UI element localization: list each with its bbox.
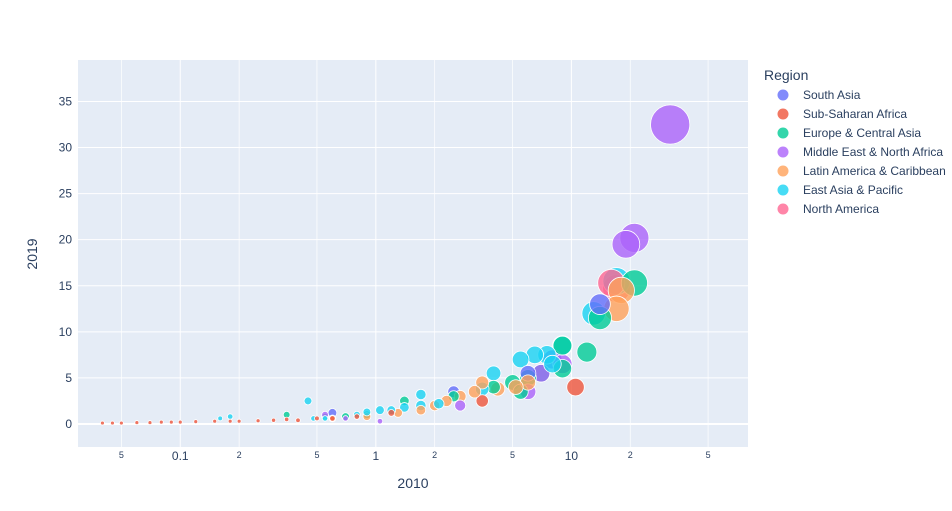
x-minor-tick-label: 5 xyxy=(510,450,515,460)
legend-marker xyxy=(777,146,789,158)
bubble-middle-east-north-africa[interactable] xyxy=(342,415,349,422)
y-tick-label: 5 xyxy=(65,371,72,385)
bubble-east-asia-pacific[interactable] xyxy=(375,405,385,415)
legend-item-middle-east-north-africa[interactable]: Middle East & North Africa xyxy=(777,145,944,159)
bubble-sub-saharan-africa[interactable] xyxy=(134,420,140,425)
y-tick-label: 20 xyxy=(59,233,73,247)
legend-item-south-asia[interactable]: South Asia xyxy=(777,88,861,102)
bubble-middle-east-north-africa[interactable] xyxy=(650,104,691,145)
legend-label: Sub-Saharan Africa xyxy=(803,107,907,121)
bubble-east-asia-pacific[interactable] xyxy=(511,350,530,369)
legend-item-latin-america-caribbean[interactable]: Latin America & Caribbean xyxy=(777,164,946,178)
legend: Region South Asia Sub-Saharan Africa Europ… xyxy=(764,67,946,216)
y-tick-label: 10 xyxy=(59,325,73,339)
x-minor-tick-label: 2 xyxy=(237,450,242,460)
bubble-sub-saharan-africa[interactable] xyxy=(236,418,242,424)
legend-marker xyxy=(777,89,789,101)
bubble-middle-east-north-africa[interactable] xyxy=(611,230,641,259)
bubble-sub-saharan-africa[interactable] xyxy=(255,418,261,424)
legend-label: North America xyxy=(803,202,879,216)
legend-marker xyxy=(777,127,789,139)
x-tick-label: 10 xyxy=(565,449,579,463)
bubble-sub-saharan-africa[interactable] xyxy=(295,417,301,423)
x-minor-tick-label: 5 xyxy=(314,450,319,460)
bubble-sub-saharan-africa[interactable] xyxy=(177,419,183,425)
bubble-latin-america-caribbean[interactable] xyxy=(508,379,524,395)
bubble-sub-saharan-africa[interactable] xyxy=(158,419,164,425)
bubble-sub-saharan-africa[interactable] xyxy=(193,419,199,425)
legend-marker xyxy=(777,184,789,196)
bubble-europe-central-asia[interactable] xyxy=(576,341,598,363)
legend-item-europe-central-asia[interactable]: Europe & Central Asia xyxy=(777,126,922,140)
bubble-sub-saharan-africa[interactable] xyxy=(110,420,115,426)
legend-label: Latin America & Caribbean xyxy=(803,164,946,178)
legend-marker xyxy=(777,203,789,215)
bubble-middle-east-north-africa[interactable] xyxy=(454,399,467,412)
bubble-latin-america-caribbean[interactable] xyxy=(468,385,482,399)
legend-label: East Asia & Pacific xyxy=(803,183,903,197)
bubble-east-asia-pacific[interactable] xyxy=(415,388,427,401)
bubble-sub-saharan-africa[interactable] xyxy=(118,420,124,426)
bubble-europe-central-asia[interactable] xyxy=(552,335,573,356)
legend-label: South Asia xyxy=(803,88,861,102)
bubble-east-asia-pacific[interactable] xyxy=(485,365,502,382)
y-tick-label: 0 xyxy=(65,417,72,431)
bubble-layer xyxy=(100,104,691,426)
legend-marker xyxy=(777,108,789,120)
bubble-east-asia-pacific[interactable] xyxy=(321,415,329,422)
x-minor-tick-label: 2 xyxy=(628,450,633,460)
legend-title: Region xyxy=(764,67,808,83)
bubble-sub-saharan-africa[interactable] xyxy=(168,419,174,425)
bubble-sub-saharan-africa[interactable] xyxy=(100,420,105,426)
x-axis-title: 2010 xyxy=(397,475,428,491)
bubble-east-asia-pacific[interactable] xyxy=(217,415,223,422)
x-minor-tick-label: 5 xyxy=(706,450,711,460)
bubble-east-asia-pacific[interactable] xyxy=(227,413,234,420)
bubble-sub-saharan-africa[interactable] xyxy=(329,415,336,422)
legend-item-sub-saharan-africa[interactable]: Sub-Saharan Africa xyxy=(777,107,908,121)
y-axis-title: 2019 xyxy=(24,238,40,269)
plot-background xyxy=(78,60,748,447)
x-tick-label: 0.1 xyxy=(172,449,189,463)
x-minor-tick-label: 5 xyxy=(119,450,124,460)
bubble-sub-saharan-africa[interactable] xyxy=(353,413,361,420)
legend-marker xyxy=(777,165,789,177)
x-tick-label: 1 xyxy=(372,449,379,463)
bubble-east-asia-pacific[interactable] xyxy=(303,396,313,406)
bubble-latin-america-caribbean[interactable] xyxy=(415,404,427,416)
bubble-sub-saharan-africa[interactable] xyxy=(314,415,320,422)
legend-label: Middle East & North Africa xyxy=(803,145,943,159)
bubble-sub-saharan-africa[interactable] xyxy=(387,409,396,417)
y-tick-label: 25 xyxy=(59,187,73,201)
bubble-sub-saharan-africa[interactable] xyxy=(566,377,585,397)
bubble-east-asia-pacific[interactable] xyxy=(543,354,562,374)
bubble-middle-east-north-africa[interactable] xyxy=(376,418,384,425)
legend-item-north-america[interactable]: North America xyxy=(777,202,880,216)
bubble-east-asia-pacific[interactable] xyxy=(433,398,445,410)
bubble-latin-america-caribbean[interactable] xyxy=(475,375,490,390)
legend-label: Europe & Central Asia xyxy=(803,126,921,140)
bubble-east-asia-pacific[interactable] xyxy=(362,407,372,417)
y-axis-ticks: 0 5 10 15 20 25 30 35 xyxy=(59,94,73,431)
y-tick-label: 15 xyxy=(59,279,73,293)
legend-item-east-asia-pacific[interactable]: East Asia & Pacific xyxy=(777,183,904,197)
bubble-east-asia-pacific[interactable] xyxy=(399,402,410,413)
bubble-sub-saharan-africa[interactable] xyxy=(475,394,489,408)
y-tick-label: 30 xyxy=(59,141,73,155)
bubble-south-asia[interactable] xyxy=(589,293,611,315)
y-tick-label: 35 xyxy=(59,94,73,108)
x-axis-ticks: 0.1 1 10 5 2 5 2 5 2 5 xyxy=(119,449,711,463)
bubble-sub-saharan-africa[interactable] xyxy=(271,417,277,423)
x-minor-tick-label: 2 xyxy=(432,450,437,460)
bubble-sub-saharan-africa[interactable] xyxy=(227,418,233,424)
bubble-sub-saharan-africa[interactable] xyxy=(212,418,218,424)
bubble-sub-saharan-africa[interactable] xyxy=(147,420,153,425)
bubble-sub-saharan-africa[interactable] xyxy=(284,416,290,422)
